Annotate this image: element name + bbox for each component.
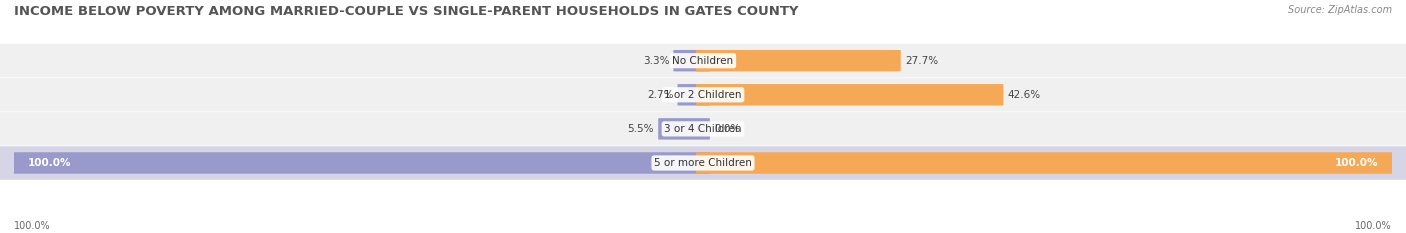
Text: 3.3%: 3.3% (643, 56, 669, 66)
Text: 3 or 4 Children: 3 or 4 Children (664, 124, 742, 134)
Legend: Married Couples, Single Parents: Married Couples, Single Parents (595, 231, 811, 233)
FancyBboxPatch shape (673, 50, 710, 72)
FancyBboxPatch shape (0, 146, 1406, 180)
FancyBboxPatch shape (696, 84, 1004, 106)
FancyBboxPatch shape (696, 50, 901, 72)
Text: 5.5%: 5.5% (627, 124, 654, 134)
Text: 1 or 2 Children: 1 or 2 Children (664, 90, 742, 100)
FancyBboxPatch shape (678, 84, 710, 106)
FancyBboxPatch shape (696, 152, 1399, 174)
Text: 100.0%: 100.0% (14, 221, 51, 231)
Text: 100.0%: 100.0% (1355, 221, 1392, 231)
FancyBboxPatch shape (0, 112, 1406, 146)
Text: 100.0%: 100.0% (28, 158, 72, 168)
Text: Source: ZipAtlas.com: Source: ZipAtlas.com (1288, 5, 1392, 15)
Text: 42.6%: 42.6% (1008, 90, 1040, 100)
Text: 27.7%: 27.7% (905, 56, 938, 66)
Text: No Children: No Children (672, 56, 734, 66)
Text: 100.0%: 100.0% (1334, 158, 1378, 168)
Text: 5 or more Children: 5 or more Children (654, 158, 752, 168)
Text: INCOME BELOW POVERTY AMONG MARRIED-COUPLE VS SINGLE-PARENT HOUSEHOLDS IN GATES C: INCOME BELOW POVERTY AMONG MARRIED-COUPL… (14, 5, 799, 18)
FancyBboxPatch shape (0, 78, 1406, 112)
FancyBboxPatch shape (658, 118, 710, 140)
FancyBboxPatch shape (0, 44, 1406, 77)
Text: 2.7%: 2.7% (647, 90, 673, 100)
Text: 0.0%: 0.0% (714, 124, 741, 134)
FancyBboxPatch shape (7, 152, 710, 174)
